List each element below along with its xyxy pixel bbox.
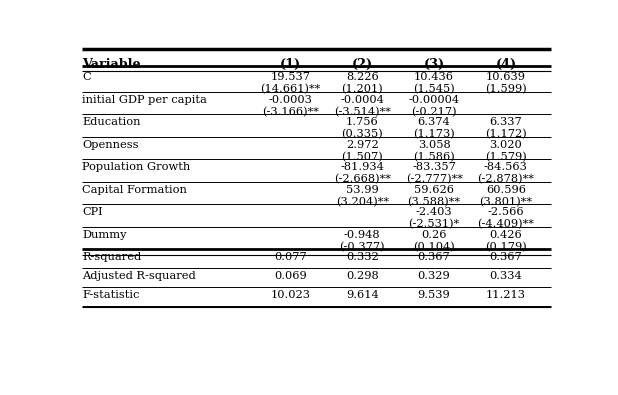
Text: Population Growth: Population Growth (82, 162, 190, 172)
Text: -0.0003
(-3.166)**: -0.0003 (-3.166)** (262, 95, 319, 117)
Text: 0.329: 0.329 (418, 271, 451, 281)
Text: 0.069: 0.069 (274, 271, 307, 281)
Text: (4): (4) (496, 58, 517, 71)
Text: 19.537
(14.661)**: 19.537 (14.661)** (260, 72, 321, 94)
Text: 8.226
(1.201): 8.226 (1.201) (341, 72, 383, 94)
Text: -83.357
(-2.777)**: -83.357 (-2.777)** (405, 162, 462, 184)
Text: 10.436
(1.545): 10.436 (1.545) (413, 72, 455, 94)
Text: -81.934
(-2.668)**: -81.934 (-2.668)** (334, 162, 391, 184)
Text: 53.99
(3.204)**: 53.99 (3.204)** (336, 185, 389, 207)
Text: R-squared: R-squared (82, 252, 142, 262)
Text: Education: Education (82, 117, 140, 127)
Text: 3.058
(1.586): 3.058 (1.586) (413, 140, 455, 162)
Text: CPI: CPI (82, 207, 103, 217)
Text: -0.0004
(-3.514)**: -0.0004 (-3.514)** (334, 95, 391, 117)
Text: (2): (2) (352, 58, 373, 71)
Text: 0.367: 0.367 (418, 252, 451, 262)
Text: -84.563
(-2.878)**: -84.563 (-2.878)** (478, 162, 535, 184)
Text: -2.403
(-2.531)*: -2.403 (-2.531)* (408, 207, 460, 229)
Text: (3): (3) (423, 58, 444, 71)
Text: 9.539: 9.539 (418, 290, 451, 300)
Text: 60.596
(3.801)**: 60.596 (3.801)** (480, 185, 533, 207)
Text: -0.948
(-0.377): -0.948 (-0.377) (339, 230, 385, 252)
Text: initial GDP per capita: initial GDP per capita (82, 95, 207, 105)
Text: 11.213: 11.213 (486, 290, 526, 300)
Text: 0.077: 0.077 (274, 252, 307, 262)
Text: 9.614: 9.614 (346, 290, 379, 300)
Text: 0.298: 0.298 (346, 271, 379, 281)
Text: Variable: Variable (82, 58, 141, 71)
Text: 1.756
(0.335): 1.756 (0.335) (341, 117, 383, 139)
Text: 0.426
(0.179): 0.426 (0.179) (485, 230, 527, 252)
Text: F-statistic: F-statistic (82, 290, 140, 300)
Text: 0.332: 0.332 (346, 252, 379, 262)
Text: -2.566
(-4.409)**: -2.566 (-4.409)** (478, 207, 535, 229)
Text: (1): (1) (280, 58, 301, 71)
Text: Capital Formation: Capital Formation (82, 185, 187, 195)
Text: Adjusted R-squared: Adjusted R-squared (82, 271, 196, 281)
Text: 3.020
(1.579): 3.020 (1.579) (485, 140, 527, 162)
Text: 0.26
(0.104): 0.26 (0.104) (413, 230, 455, 252)
Text: 59.626
(3.588)**: 59.626 (3.588)** (407, 185, 460, 207)
Text: 6.337
(1.172): 6.337 (1.172) (485, 117, 527, 139)
Text: 0.334: 0.334 (489, 271, 522, 281)
Text: Openness: Openness (82, 140, 138, 150)
Text: C: C (82, 72, 91, 82)
Text: 10.639
(1.599): 10.639 (1.599) (485, 72, 527, 94)
Text: 0.367: 0.367 (489, 252, 522, 262)
Text: -0.00004
(-0.217): -0.00004 (-0.217) (408, 95, 460, 117)
Text: 10.023: 10.023 (271, 290, 310, 300)
Text: 6.374
(1.173): 6.374 (1.173) (413, 117, 455, 139)
Text: 2.972
(1.507): 2.972 (1.507) (341, 140, 383, 162)
Text: Dummy: Dummy (82, 230, 127, 240)
